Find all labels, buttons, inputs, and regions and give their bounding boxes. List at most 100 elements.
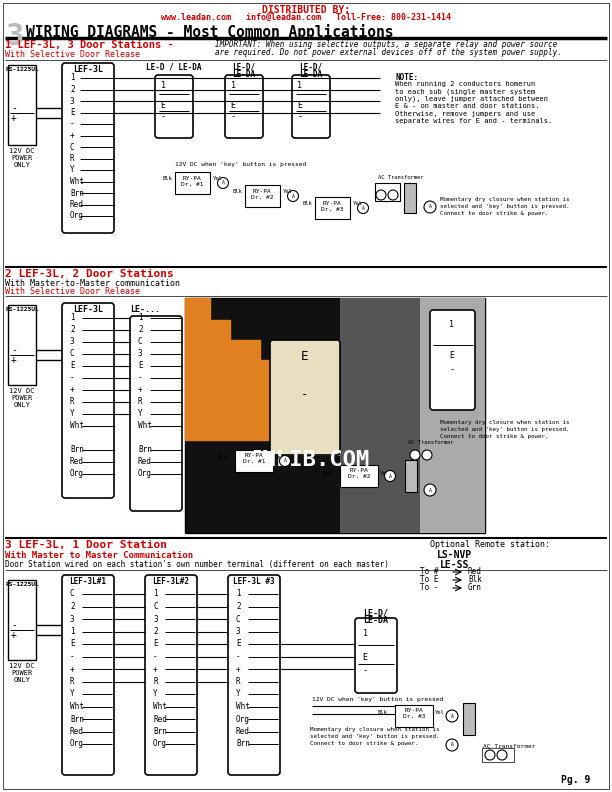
Text: 3: 3 [70,337,75,347]
Text: C: C [70,589,75,599]
Text: Yel: Yel [353,201,363,206]
Text: JMLIB.COM: JMLIB.COM [250,450,370,470]
Text: PS-1225UL: PS-1225UL [5,67,39,72]
Text: LEF-3L#2: LEF-3L#2 [152,577,190,586]
Text: Blk: Blk [302,201,312,206]
Text: www.leadan.com   info@leadan.com   Toll-Free: 800-231-1414: www.leadan.com info@leadan.com Toll-Free… [161,13,451,22]
FancyBboxPatch shape [228,575,280,775]
Text: 3: 3 [70,97,75,105]
Text: To E: To E [420,576,439,584]
Text: -: - [153,652,158,661]
Text: RY-PA
Dr. #2: RY-PA Dr. #2 [251,189,273,200]
Text: 2: 2 [70,85,75,94]
Circle shape [288,191,299,201]
Text: -: - [301,389,308,402]
Circle shape [446,710,458,722]
Text: Yel: Yel [283,189,293,194]
Text: WIRING DIAGRAMS - Most Common Applications: WIRING DIAGRAMS - Most Common Applicatio… [26,24,394,40]
FancyBboxPatch shape [62,575,114,775]
Text: A: A [389,474,392,478]
Text: R: R [70,677,75,686]
Text: E: E [160,101,165,109]
Text: PS-1225UL: PS-1225UL [5,582,39,587]
Text: A: A [362,205,364,211]
Text: 3: 3 [138,349,143,359]
FancyBboxPatch shape [62,63,114,233]
Text: RY-PA
Dr. #3: RY-PA Dr. #3 [403,708,425,719]
Circle shape [485,750,495,760]
Text: Red: Red [153,714,167,724]
Text: Red: Red [138,458,152,466]
Text: -: - [11,103,17,113]
Text: C: C [70,143,75,151]
Text: 3: 3 [236,627,241,636]
Text: +: + [70,131,75,140]
Text: Red: Red [236,727,250,736]
Text: -: - [236,652,241,661]
FancyBboxPatch shape [430,310,475,410]
Text: LE-...: LE-... [130,305,160,314]
Text: separate wires for E and - terminals.: separate wires for E and - terminals. [395,119,552,124]
Text: A: A [450,743,453,748]
Text: LE-D / LE-DA: LE-D / LE-DA [146,63,202,72]
Text: E & - on master and door stations.: E & - on master and door stations. [395,104,540,109]
Bar [482,748,514,762]
Circle shape [217,177,228,188]
Bar [375,183,400,201]
Text: E: E [153,639,158,649]
Bar [8,65,36,145]
Text: LE-DA: LE-DA [299,70,323,79]
Text: 1: 1 [153,589,158,599]
Text: E: E [362,653,367,661]
Circle shape [280,455,291,466]
Text: E: E [297,101,302,109]
Text: Optional Remote station:: Optional Remote station: [430,540,550,549]
Text: Wht: Wht [236,702,250,711]
Text: +: + [153,664,158,673]
Text: -: - [11,345,17,355]
Text: NOTE:: NOTE: [395,73,418,82]
Text: Yel: Yel [275,455,285,460]
Text: 2: 2 [70,602,75,611]
Text: 12V DC: 12V DC [9,388,35,394]
Text: -: - [70,374,75,383]
Bar [395,705,433,727]
Text: +: + [70,386,75,394]
Text: +: + [236,664,241,673]
Text: With Master-to-Master communication: With Master-to-Master communication [5,279,180,288]
Bar [8,580,36,660]
Bar [270,340,340,455]
Text: 1: 1 [138,314,143,322]
Text: R: R [138,398,143,406]
Text: AC Transformer: AC Transformer [408,440,453,445]
Text: Blk: Blk [468,576,482,584]
Text: LE-D/: LE-D/ [299,63,323,72]
Bar [8,305,36,385]
FancyBboxPatch shape [145,575,197,775]
Text: R: R [70,154,75,163]
Text: A: A [222,181,225,185]
Bar [405,460,417,492]
Circle shape [424,484,436,496]
Text: POWER: POWER [12,395,32,401]
Text: POWER: POWER [12,670,32,676]
Text: Connect to door strike & power.: Connect to door strike & power. [310,741,419,746]
Text: LEF-3L: LEF-3L [73,305,103,314]
Text: -: - [160,112,165,121]
Text: Wht: Wht [138,421,152,431]
Text: Y: Y [153,690,158,699]
Text: ONLY: ONLY [13,677,31,683]
FancyBboxPatch shape [130,316,182,511]
Text: C: C [236,615,241,623]
FancyBboxPatch shape [155,75,193,138]
Text: ONLY: ONLY [13,402,31,408]
Bar [463,703,475,735]
Circle shape [388,190,398,200]
Text: Red: Red [70,458,84,466]
Bar [315,197,350,219]
Text: Connect to door strike & power.: Connect to door strike & power. [440,434,548,439]
Text: Otherwise, remove jumpers and use: Otherwise, remove jumpers and use [395,111,536,117]
Text: Y: Y [70,409,75,418]
Text: E: E [70,108,75,117]
Bar [340,465,378,487]
